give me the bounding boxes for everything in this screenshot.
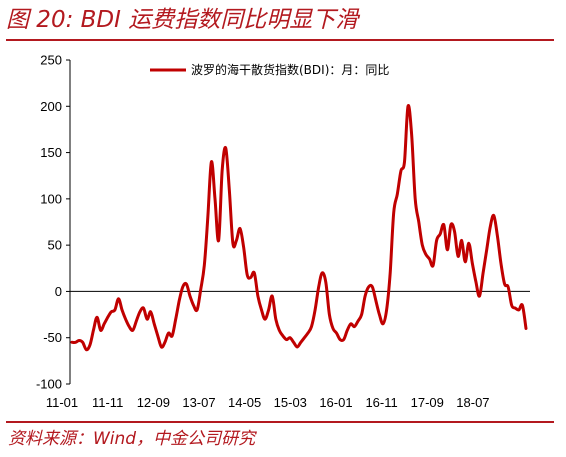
y-tick-label: 100	[40, 191, 62, 206]
legend: 波罗的海干散货指数(BDI)：月：同比	[150, 62, 389, 77]
y-tick-label: 0	[55, 284, 62, 299]
source-note: 资料来源：Wind，中金公司研究	[8, 429, 256, 449]
legend-label: 波罗的海干散货指数(BDI)：月：同比	[191, 62, 389, 77]
x-tick-label: 16-01	[319, 395, 352, 410]
bdi-yoy-series-line	[70, 104, 528, 352]
x-tick-label: 11-11	[92, 395, 123, 410]
x-tick-label: 18-07	[456, 395, 489, 410]
series-layer	[70, 104, 528, 352]
x-axis-ticks: 11-01 11-11 12-09 13-07 14-05 15-03 16-01 16-11…	[46, 395, 490, 410]
x-tick-label: 12-09	[137, 395, 170, 410]
y-axis-ticks: -100 -50 0 50 100 150 200 250	[36, 53, 70, 392]
chart-axes	[69, 60, 530, 384]
x-tick-label: 11-01	[46, 395, 78, 410]
title-divider	[6, 39, 554, 41]
x-tick-label: 17-09	[411, 395, 444, 410]
y-tick-label: -100	[36, 377, 62, 392]
x-tick-label: 14-05	[228, 395, 261, 410]
y-tick-label: 150	[40, 145, 62, 160]
figure-title: 图 20: BDI 运费指数同比明显下滑	[6, 7, 359, 33]
y-tick-label: 250	[40, 53, 62, 68]
y-tick-label: 200	[40, 99, 62, 114]
y-tick-label: 50	[48, 238, 62, 253]
source-divider	[6, 421, 554, 423]
x-tick-label: 13-07	[182, 395, 215, 410]
x-tick-label: 15-03	[274, 395, 307, 410]
y-tick-label: -50	[43, 330, 62, 345]
x-tick-label: 16-11	[365, 395, 397, 410]
